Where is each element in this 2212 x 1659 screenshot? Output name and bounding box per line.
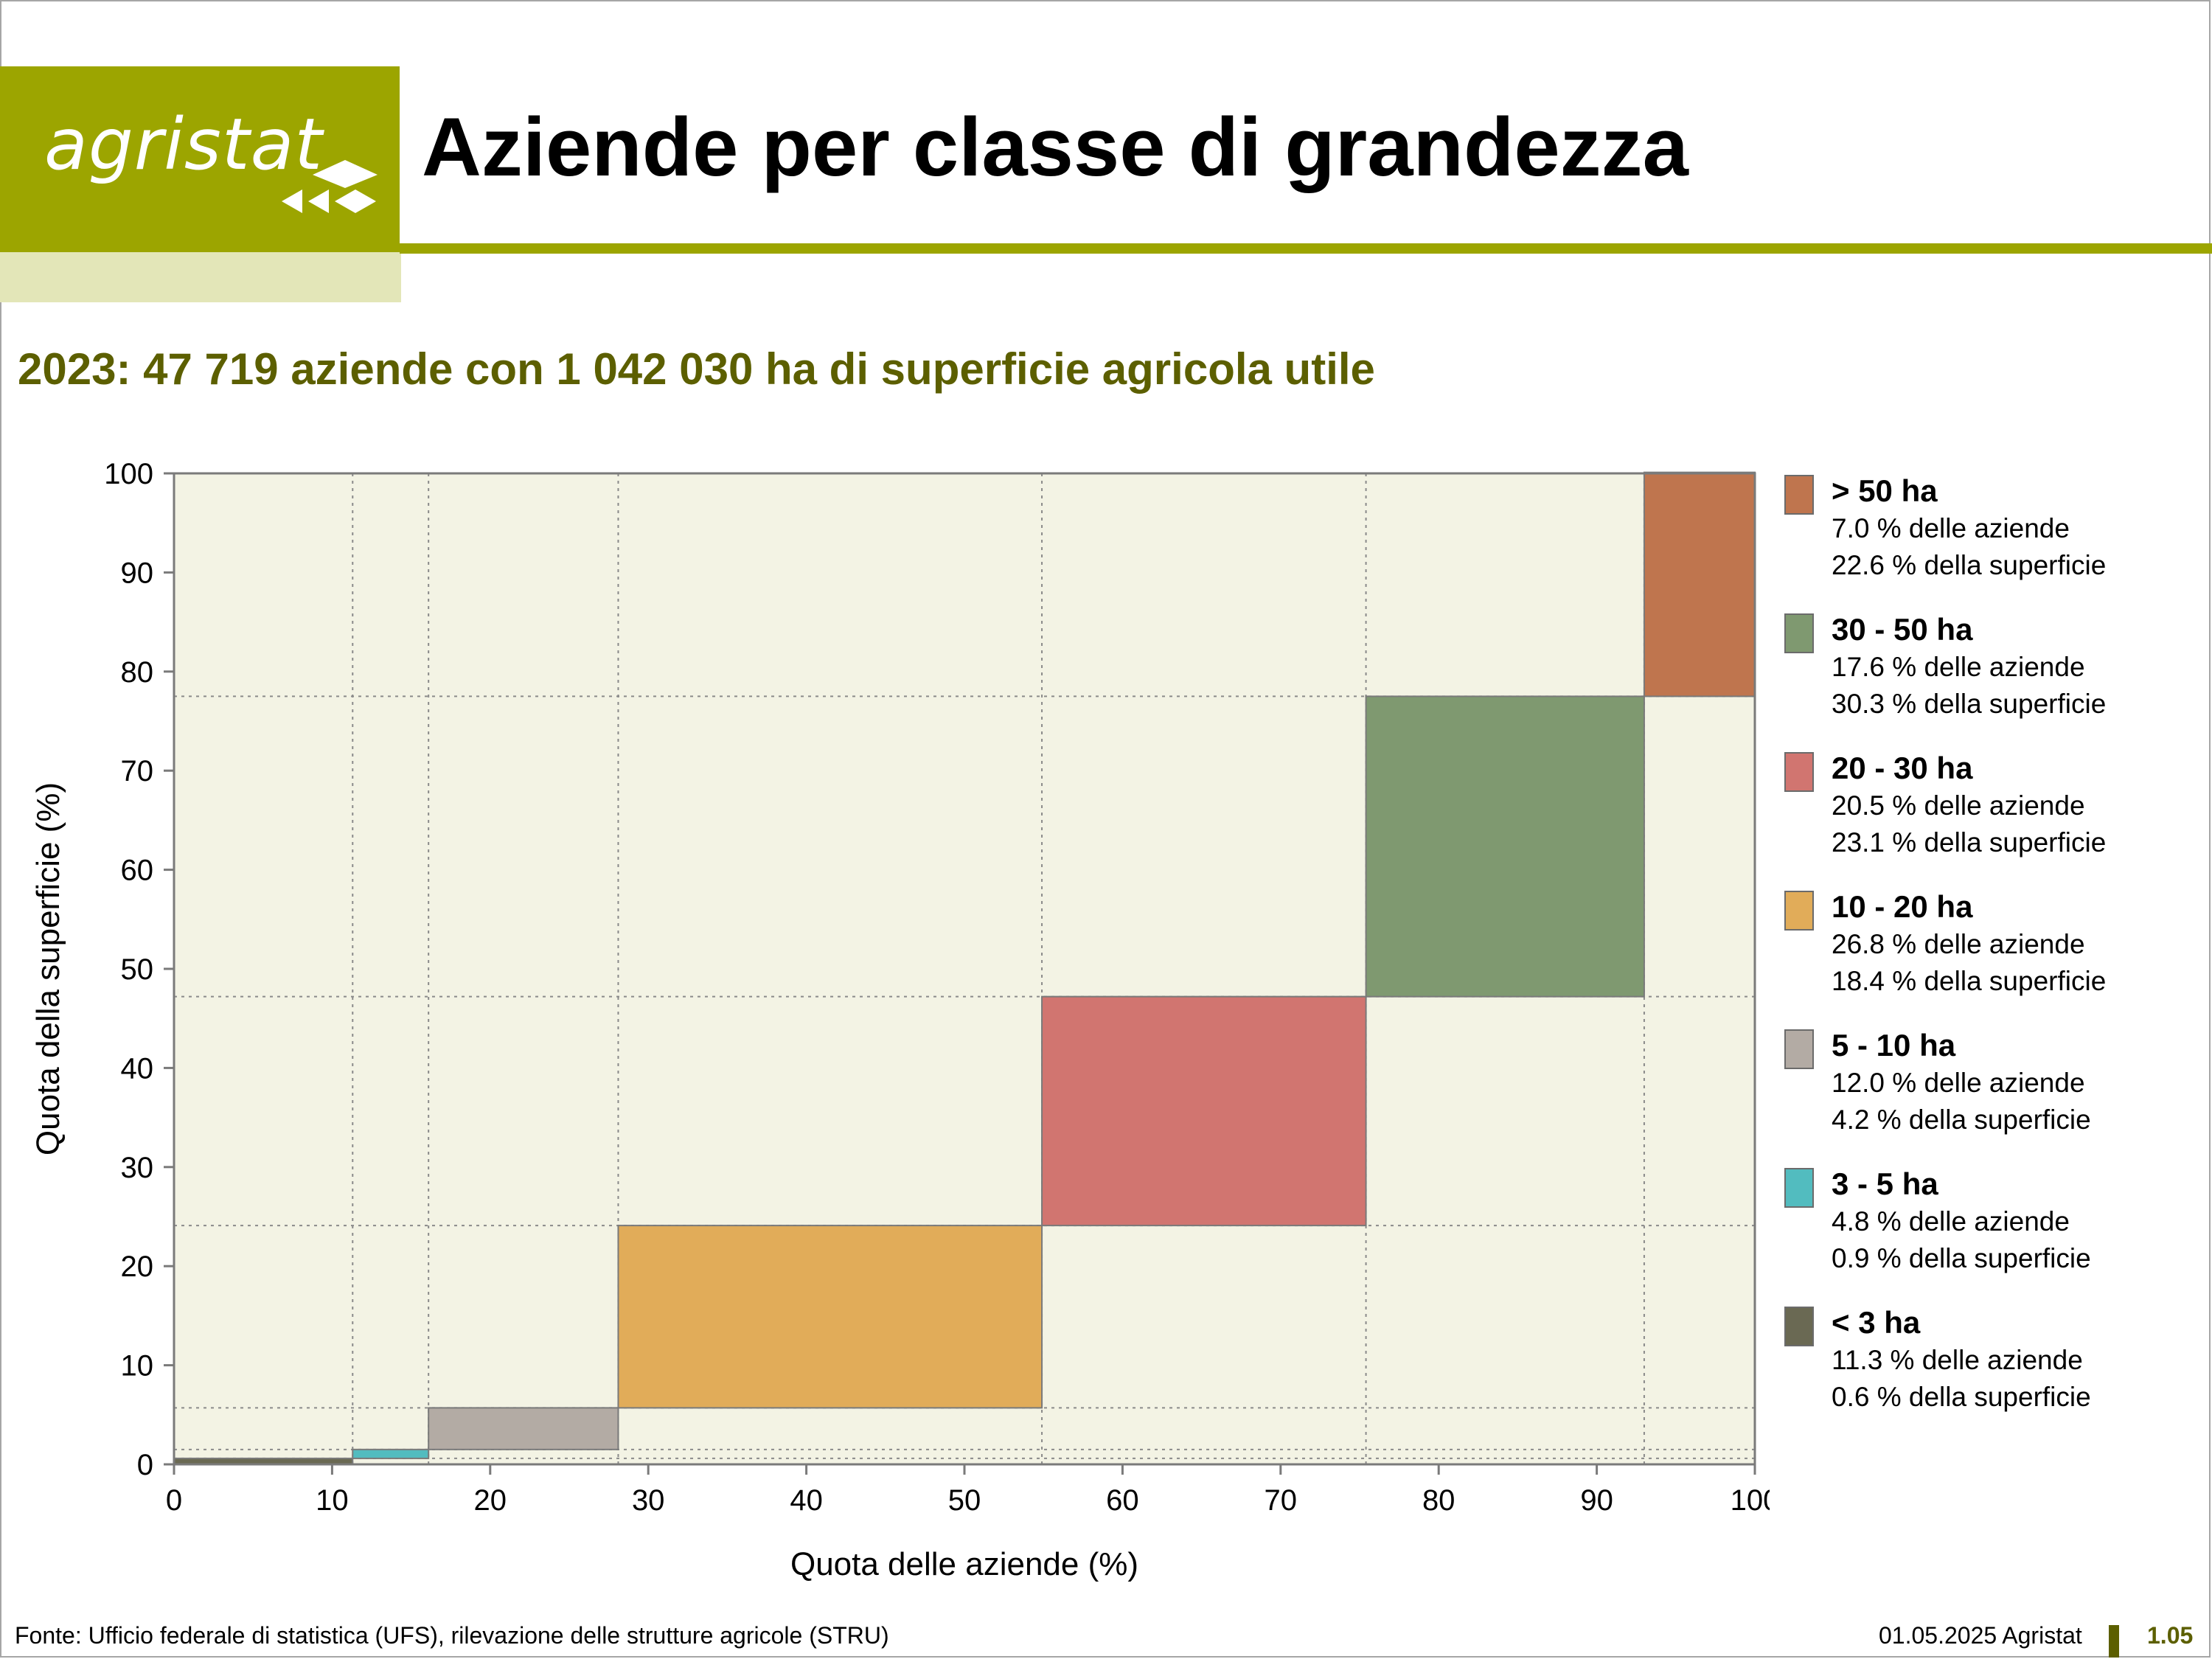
legend-aziende: 12.0 % delle aziende [1832, 1068, 2085, 1098]
x-tick-label: 60 [1106, 1484, 1139, 1517]
legend-swatch [1784, 613, 1814, 653]
legend-swatch [1784, 475, 1814, 515]
legend-superficie: 22.6 % della superficie [1832, 550, 2107, 580]
y-axis: 0 10 20 30 40 50 60 70 80 90 100 [104, 458, 174, 1481]
legend-label: 5 - 10 ha [1832, 1028, 1956, 1062]
legend-label: 20 - 30 ha [1832, 751, 1973, 785]
chart: 0 10 20 30 40 50 60 70 80 90 100 0 10 20 30 40 50 60 70 80… [30, 458, 1770, 1582]
footer-divider [2109, 1625, 2119, 1658]
legend-aziende: 7.0 % delle aziende [1832, 513, 2070, 543]
y-tick-label: 50 [121, 953, 154, 986]
x-tick-label: 30 [632, 1484, 665, 1517]
legend-item: 20 - 30 ha 20.5 % delle aziende 23.1 % del… [1784, 749, 2197, 888]
bar-5-10-ha [428, 1407, 619, 1450]
legend-label: 3 - 5 ha [1832, 1166, 1938, 1201]
legend-swatch [1784, 1307, 1814, 1346]
legend-item: > 50 ha 7.0 % delle aziende 22.6 % della s… [1784, 472, 2197, 611]
x-tick-label: 90 [1580, 1484, 1613, 1517]
legend-label: > 50 ha [1832, 473, 1938, 508]
logo-strip [0, 252, 401, 302]
legend-swatch [1784, 891, 1814, 931]
x-tick-label: 70 [1265, 1484, 1298, 1517]
legend-item: 3 - 5 ha 4.8 % delle aziende 0.9 % della s… [1784, 1165, 2197, 1304]
logo-box [0, 66, 400, 252]
x-tick-label: 80 [1422, 1484, 1455, 1517]
legend-item: < 3 ha 11.3 % delle aziende 0.6 % della su… [1784, 1304, 2197, 1442]
legend-swatch [1784, 1168, 1814, 1208]
legend-superficie: 0.9 % della superficie [1832, 1243, 2091, 1273]
legend-superficie: 23.1 % della superficie [1832, 827, 2107, 858]
footer-date: 01.05.2025 Agristat [1879, 1622, 2082, 1649]
bar-3-5-ha [352, 1448, 430, 1459]
legend-superficie: 18.4 % della superficie [1832, 966, 2107, 996]
y-tick-label: 10 [121, 1350, 154, 1382]
x-tick-label: 0 [166, 1484, 182, 1517]
legend-label: 10 - 20 ha [1832, 889, 1973, 924]
legend-aziende: 17.6 % delle aziende [1832, 652, 2085, 682]
y-tick-label: 30 [121, 1152, 154, 1184]
x-tick-label: 50 [948, 1484, 981, 1517]
legend-label: 30 - 50 ha [1832, 612, 1973, 647]
bar-10-20-ha [617, 1225, 1043, 1409]
logo-text: agristat [44, 103, 324, 186]
header-rule [400, 243, 2212, 254]
y-tick-label: 20 [121, 1251, 154, 1283]
x-tick-label: 20 [474, 1484, 507, 1517]
bar-50-ha [1643, 471, 1756, 698]
x-axis-label: Quota delle aziende (%) [790, 1546, 1138, 1582]
footer-source: Fonte: Ufficio federale di statistica (U… [15, 1622, 889, 1649]
legend-swatch [1784, 752, 1814, 792]
legend-aziende: 20.5 % delle aziende [1832, 790, 2085, 821]
x-axis: 0 10 20 30 40 50 60 70 80 90 100 [166, 1464, 1770, 1517]
y-tick-label: 80 [121, 656, 154, 689]
legend-swatch [1784, 1029, 1814, 1069]
x-tick-label: 10 [316, 1484, 349, 1517]
logo-mark-icon [282, 160, 378, 213]
legend-label: < 3 ha [1832, 1305, 1921, 1340]
y-tick-label: 100 [104, 458, 153, 490]
legend-superficie: 0.6 % della superficie [1832, 1382, 2091, 1412]
bar-20-30-ha [1041, 995, 1367, 1227]
y-axis-label: Quota della superficie (%) [30, 782, 66, 1155]
y-tick-label: 90 [121, 557, 154, 589]
legend-superficie: 4.2 % della superficie [1832, 1105, 2091, 1135]
page-title: Aziende per classe di grandezza [422, 101, 1688, 193]
legend-item: 5 - 10 ha 12.0 % delle aziende 4.2 % della… [1784, 1026, 2197, 1165]
y-tick-label: 60 [121, 855, 154, 887]
y-tick-label: 0 [137, 1449, 153, 1481]
legend-superficie: 30.3 % della superficie [1832, 689, 2107, 719]
x-tick-label: 40 [790, 1484, 823, 1517]
bars [173, 471, 1756, 1466]
legend-item: 30 - 50 ha 17.6 % delle aziende 30.3 % del… [1784, 611, 2197, 749]
legend: > 50 ha 7.0 % delle aziende 22.6 % della s… [1784, 472, 2197, 1442]
legend-item: 10 - 20 ha 26.8 % delle aziende 18.4 % del… [1784, 888, 2197, 1026]
legend-aziende: 4.8 % delle aziende [1832, 1206, 2070, 1237]
legend-aziende: 26.8 % delle aziende [1832, 929, 2085, 959]
bar-30-50-ha [1365, 695, 1645, 998]
legend-aziende: 11.3 % delle aziende [1832, 1345, 2083, 1375]
x-tick-label: 100 [1731, 1484, 1770, 1517]
y-tick-label: 40 [121, 1052, 154, 1085]
chart-subtitle: 2023: 47 719 aziende con 1 042 030 ha di… [18, 344, 1375, 394]
page-number: 1.05 [2147, 1622, 2194, 1649]
y-tick-label: 70 [121, 755, 154, 787]
